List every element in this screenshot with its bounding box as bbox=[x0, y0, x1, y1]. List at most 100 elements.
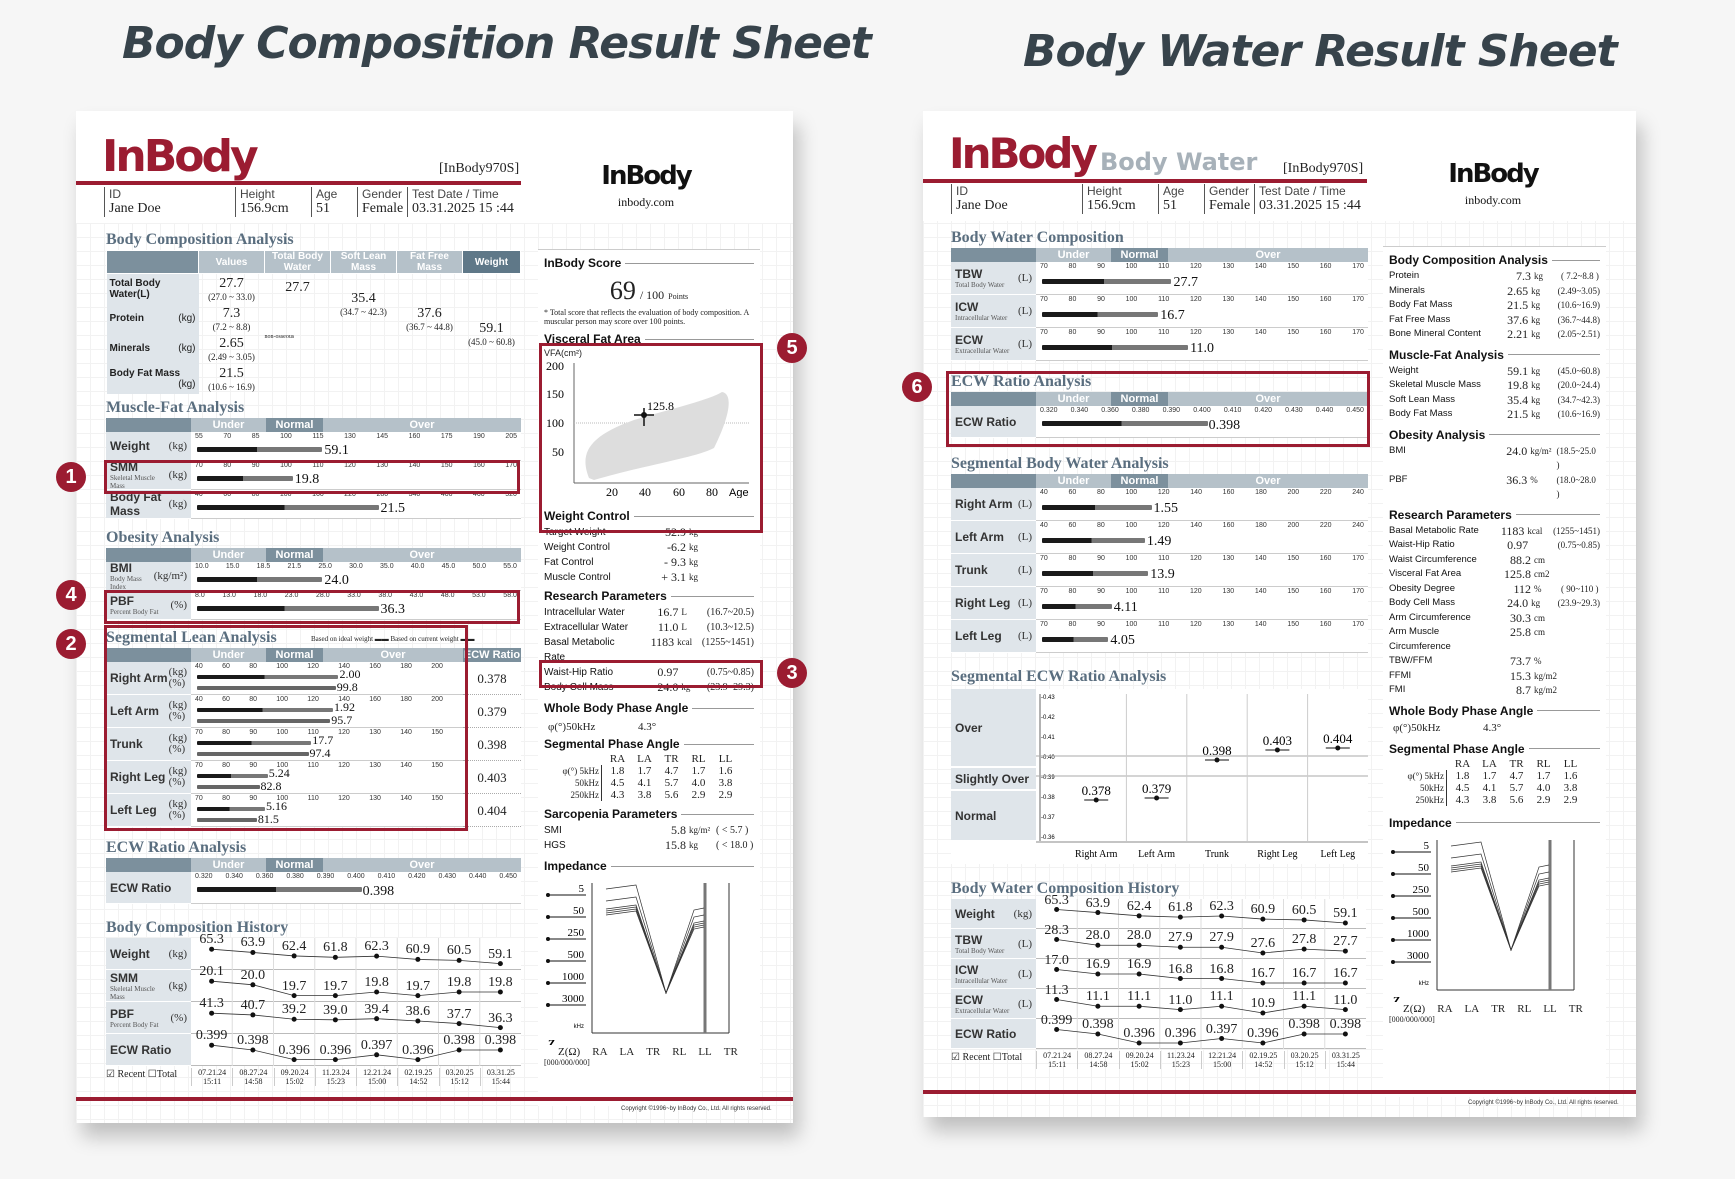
svg-text:Age: Age bbox=[729, 487, 749, 498]
svg-text:50: 50 bbox=[573, 905, 585, 917]
marker-6: 6 bbox=[902, 372, 932, 402]
value-bar bbox=[197, 576, 323, 582]
mfa-band: Under Normal Over bbox=[106, 418, 521, 432]
svg-text:-0.38: -0.38 bbox=[1041, 795, 1055, 801]
svg-text:-0.43: -0.43 bbox=[1041, 695, 1055, 701]
sla-ecw-ratio: 0.398 bbox=[463, 728, 521, 761]
svg-text:50: 50 bbox=[552, 445, 564, 459]
sla-row: Left Leg (kg) (%) 70 80 90 100 110 120 130 140 150… bbox=[106, 794, 521, 827]
bar-row-icw: ICW Intracellular Water (L) 70 80 90 100 110 12… bbox=[951, 295, 1368, 328]
vfa-title: Visceral Fat Area bbox=[544, 332, 754, 346]
svg-text:-0.36: -0.36 bbox=[1041, 835, 1055, 841]
patient-gender: Female bbox=[362, 201, 404, 216]
mfa-title: Muscle-Fat Analysis bbox=[106, 399, 245, 416]
impedance-title: Impedance bbox=[544, 859, 754, 873]
bw-ecw-title: ECW Ratio Analysis bbox=[951, 373, 1092, 390]
svg-text:-0.41: -0.41 bbox=[1041, 735, 1055, 741]
spa-table: RA LA TR RL LL φ(°) 5kHz 1.8 1.7 4.7 1.7 1.6 50kHz 4… bbox=[544, 753, 754, 801]
history-row: TBW Total Body Water (L) 28.3 28.0 28.0 27.9 2… bbox=[951, 923, 1366, 959]
body-water-logo: Body Water bbox=[1100, 148, 1258, 176]
svg-text:0.378: 0.378 bbox=[1082, 783, 1111, 798]
kv-row: Weight Control -6.2 kg bbox=[544, 540, 698, 554]
value-bar bbox=[197, 605, 379, 611]
wbpa-title: Whole Body Phase Angle bbox=[544, 701, 754, 715]
history-row: Weight (kg) 65.3 63.9 62.4 61.8 62.3 60.9 60.5 5… bbox=[106, 932, 521, 970]
svg-text:Z: Z bbox=[1393, 995, 1400, 1002]
impedance-chart: 5 50 250 500 1000 3000 kHz Z bbox=[546, 883, 730, 1050]
title-body-water: Body Water Result Sheet bbox=[1023, 26, 1618, 77]
sla-ecw-ratio: 0.404 bbox=[463, 794, 521, 827]
marker-1: 1 bbox=[56, 462, 86, 492]
body-composition-sheet: InBody [InBody970S] ID Jane Doe Height 156… bbox=[76, 111, 793, 1123]
svg-text:250: 250 bbox=[568, 927, 585, 939]
svg-text:1000: 1000 bbox=[562, 971, 585, 983]
patient-info: ID Jane Doe Height 156.9cm Age 51 Gender Fem… bbox=[104, 187, 520, 217]
svg-text:0.404: 0.404 bbox=[1323, 731, 1353, 746]
svg-text:200: 200 bbox=[546, 359, 564, 373]
sla-ecw-ratio: 0.378 bbox=[463, 662, 521, 695]
bar-row-right-leg: Right Leg (L) 70 80 90 100 110 120 130 140 150 160… bbox=[951, 587, 1368, 620]
value-bar bbox=[1042, 504, 1152, 510]
bar-row-smm: SMM Skeletal Muscle Mass (kg) 70 80 90 100 110… bbox=[106, 460, 521, 490]
svg-text:250: 250 bbox=[1413, 884, 1430, 896]
bar-value: 59.1 bbox=[324, 442, 349, 458]
sarc-list: SMI 5.8 kg/m²( < 5.7 ) HGS 15.8 kg( < 18.0 ) bbox=[544, 823, 754, 853]
svg-text:5: 5 bbox=[579, 883, 585, 895]
secw-title: Segmental ECW Ratio Analysis bbox=[951, 668, 1167, 685]
highlight-bw-ecw bbox=[946, 371, 1370, 447]
weight-control-title: Weight Control bbox=[544, 509, 754, 523]
bar-value: 13.9 bbox=[1150, 566, 1175, 582]
sla-title: Segmental Lean Analysis bbox=[106, 629, 277, 646]
svg-text:50: 50 bbox=[1418, 862, 1430, 874]
value-bar bbox=[197, 446, 323, 452]
svg-text:60: 60 bbox=[673, 485, 685, 498]
history-row: PBF Percent Body Fat (%) 41.3 40.7 39.2 39.0 3… bbox=[106, 996, 521, 1034]
value-bar bbox=[1042, 344, 1189, 350]
svg-text:Z: Z bbox=[548, 1038, 555, 1045]
sla-ecw-ratio: 0.403 bbox=[463, 761, 521, 794]
patient-info: ID Jane Doe Height 156.9cm Age 51 Gender Fem… bbox=[951, 184, 1367, 214]
ecw-bar bbox=[197, 887, 362, 892]
value-bar bbox=[197, 504, 379, 510]
svg-text:500: 500 bbox=[1413, 906, 1430, 918]
highlight-segmental-lean bbox=[104, 625, 468, 831]
sla-row: Trunk (kg) (%) 70 80 90 100 110 120 130 140 150 17… bbox=[106, 728, 521, 761]
marker-4: 4 bbox=[56, 580, 86, 610]
vfa-chart: 125.8 200 150 100 50 20 40 60 80 Age bbox=[546, 359, 749, 499]
history-title: Body Composition History bbox=[106, 919, 289, 936]
kv-row: Muscle Control + 3.1 kg bbox=[544, 570, 698, 584]
bar-row-left-arm: Left Arm (L) 40 60 80 100 120 140 160 180 200 220 2… bbox=[951, 521, 1368, 554]
svg-text:Trunk: Trunk bbox=[1205, 849, 1229, 860]
inbody-score-title: InBody Score bbox=[544, 256, 754, 270]
svg-text:150: 150 bbox=[546, 387, 564, 401]
bar-row-tbw: TBW Total Body Water (L) 70 80 90 100 110 120 13… bbox=[951, 262, 1368, 295]
sla-row: Left Arm (kg) (%) 40 60 80 100 120 140 160 180 200… bbox=[106, 695, 521, 728]
impedance-axis: Z(Ω) RA LA TR RL LL TR bbox=[558, 1046, 738, 1058]
marker-2: 2 bbox=[56, 629, 86, 659]
svg-text:80: 80 bbox=[706, 485, 718, 498]
impedance-axis: Z(Ω) RA LA TR RL LL TR bbox=[1403, 1002, 1583, 1015]
ecw-title: ECW Ratio Analysis bbox=[106, 839, 247, 856]
sheet-header bbox=[76, 111, 793, 223]
kv-row: Extracellular Water 11.0 L (10.3~12.5) bbox=[544, 620, 754, 634]
value-bar bbox=[1042, 278, 1172, 284]
side-logo: InBody inbody.com bbox=[601, 161, 692, 209]
ecw-ratio-row: ECW Ratio 0.320 0.340 0.360 0.380 0.390 0.400… bbox=[106, 872, 521, 904]
sbwa-title: Segmental Body Water Analysis bbox=[951, 455, 1169, 472]
history-row: SMM Skeletal Muscle Mass (kg) 20.1 20.0 19.7… bbox=[106, 964, 521, 1002]
svg-text:0.398: 0.398 bbox=[1202, 743, 1231, 758]
bar-value: 1.49 bbox=[1146, 533, 1172, 549]
history-toggle[interactable]: ☑ Recent ☐Total bbox=[106, 1069, 178, 1080]
value-bar bbox=[1042, 311, 1159, 317]
bar-value: 16.7 bbox=[1160, 307, 1185, 323]
highlight-bmr bbox=[539, 660, 763, 688]
svg-text:kHz: kHz bbox=[1419, 981, 1429, 987]
history-toggle[interactable]: ☑ Recent ☐Total bbox=[951, 1052, 1023, 1063]
svg-text:0.379: 0.379 bbox=[1142, 781, 1171, 796]
right-panel: InBody Score 69 / 100 Points * Total sco… bbox=[538, 249, 760, 1106]
svg-text:Right Arm: Right Arm bbox=[1075, 849, 1118, 860]
sla-row: Right Leg (kg) (%) 70 80 90 100 110 120 130 140 15… bbox=[106, 761, 521, 794]
title-body-composition: Body Composition Result Sheet bbox=[122, 18, 872, 69]
inbody-logo: InBody bbox=[102, 131, 259, 182]
svg-text:kHz: kHz bbox=[574, 1024, 584, 1030]
